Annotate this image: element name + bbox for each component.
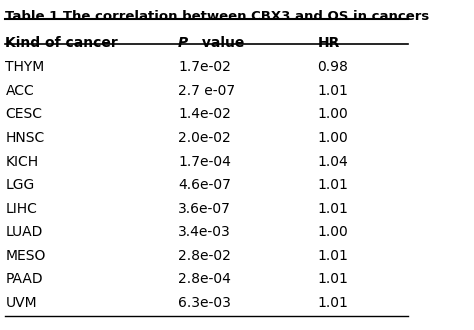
Text: Kind of cancer: Kind of cancer xyxy=(6,36,118,50)
Text: 1.00: 1.00 xyxy=(318,107,348,121)
Text: 1.01: 1.01 xyxy=(318,178,348,192)
Text: LGG: LGG xyxy=(6,178,35,192)
Text: 1.04: 1.04 xyxy=(318,154,348,169)
Text: ACC: ACC xyxy=(6,84,34,98)
Text: KICH: KICH xyxy=(6,154,38,169)
Text: 1.01: 1.01 xyxy=(318,202,348,215)
Text: 1.00: 1.00 xyxy=(318,131,348,145)
Text: value: value xyxy=(197,36,245,50)
Text: HR: HR xyxy=(318,36,340,50)
Text: 1.7e-04: 1.7e-04 xyxy=(178,154,231,169)
Text: 3.4e-03: 3.4e-03 xyxy=(178,225,231,239)
Text: PAAD: PAAD xyxy=(6,272,43,286)
Text: 3.6e-07: 3.6e-07 xyxy=(178,202,231,215)
Text: THYM: THYM xyxy=(6,60,45,74)
Text: UVM: UVM xyxy=(6,296,37,310)
Text: 0.98: 0.98 xyxy=(318,60,348,74)
Text: 6.3e-03: 6.3e-03 xyxy=(178,296,231,310)
Text: 1.00: 1.00 xyxy=(318,225,348,239)
Text: 1.01: 1.01 xyxy=(318,296,348,310)
Text: 4.6e-07: 4.6e-07 xyxy=(178,178,231,192)
Text: HNSC: HNSC xyxy=(6,131,45,145)
Text: 1.4e-02: 1.4e-02 xyxy=(178,107,231,121)
Text: 2.0e-02: 2.0e-02 xyxy=(178,131,231,145)
Text: CESC: CESC xyxy=(6,107,43,121)
Text: MESO: MESO xyxy=(6,249,46,263)
Text: P: P xyxy=(178,36,188,50)
Text: 2.7 e-07: 2.7 e-07 xyxy=(178,84,235,98)
Text: 1.01: 1.01 xyxy=(318,272,348,286)
Text: LIHC: LIHC xyxy=(6,202,37,215)
Text: 2.8e-04: 2.8e-04 xyxy=(178,272,231,286)
Text: LUAD: LUAD xyxy=(6,225,43,239)
Text: 2.8e-02: 2.8e-02 xyxy=(178,249,231,263)
Text: 1.01: 1.01 xyxy=(318,249,348,263)
Text: 1.01: 1.01 xyxy=(318,84,348,98)
Text: Table 1 The correlation between CBX3 and OS in cancers: Table 1 The correlation between CBX3 and… xyxy=(6,10,430,22)
Text: 1.7e-02: 1.7e-02 xyxy=(178,60,231,74)
